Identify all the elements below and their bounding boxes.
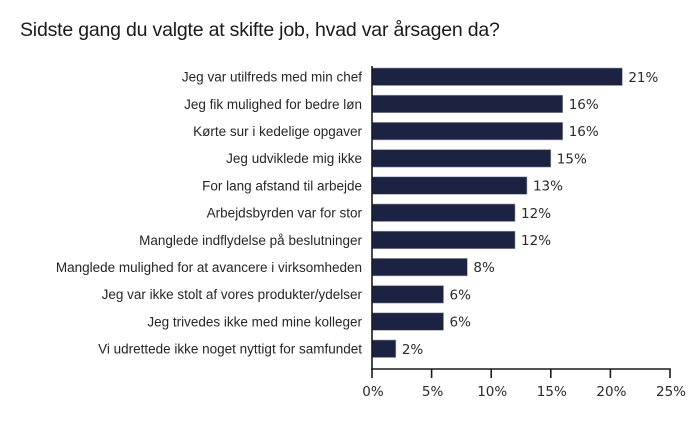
x-tick-label: 10% (477, 384, 507, 400)
x-tick-label: 5% (422, 384, 444, 400)
category-label: For lang afstand til arbejde (202, 178, 362, 193)
category-label: Jeg var ikke stolt af vores produkter/yd… (102, 287, 363, 302)
data-label: 8% (473, 260, 495, 276)
bar (371, 94, 564, 113)
bar (371, 203, 516, 222)
chart-title: Sidste gang du valgte at skifte job, hva… (20, 19, 500, 41)
category-label: Jeg udviklede mig ikke (226, 151, 362, 166)
bar (371, 122, 564, 141)
category-label: Jeg var utilfreds med min chef (182, 70, 362, 85)
bar (371, 258, 468, 277)
x-tick-label: 20% (596, 384, 626, 400)
category-label: Manglede mulighed for at avancere i virk… (56, 260, 362, 275)
x-axis: 0% 5% 10% 15% 20% 25% (362, 66, 686, 400)
data-label: 6% (450, 315, 472, 331)
data-label: 21% (628, 70, 658, 86)
data-label: 16% (569, 97, 599, 113)
bar (371, 176, 528, 195)
bar (371, 149, 552, 168)
bar (371, 67, 623, 86)
data-label: 15% (557, 151, 587, 167)
data-label: 12% (521, 206, 551, 222)
x-tick-label: 25% (656, 384, 686, 400)
category-label: Jeg fik mulighed for bedre løn (184, 97, 362, 112)
category-labels: Jeg var utilfreds med min chef Jeg fik mu… (56, 70, 363, 357)
category-label: Jeg trivedes ikke med mine kolleger (147, 314, 362, 329)
data-label: 13% (533, 179, 563, 195)
bar (371, 285, 444, 304)
x-tick-label: 15% (537, 384, 567, 400)
category-label: Kørte sur i kedelige opgaver (193, 124, 362, 139)
value-labels: 21%16%16%15%13%12%12%8%6%6%2% (402, 70, 659, 358)
category-label: Manglede indflydelse på beslutninger (139, 233, 362, 248)
x-tick-label: 0% (362, 384, 384, 400)
data-label: 2% (402, 342, 424, 358)
category-label: Vi udrettede ikke noget nyttigt for samf… (98, 342, 362, 357)
data-label: 12% (521, 233, 551, 249)
bar (371, 312, 444, 331)
bar (371, 339, 397, 358)
data-label: 16% (569, 124, 599, 140)
category-label: Arbejdsbyrden var for stor (207, 206, 363, 221)
data-label: 6% (450, 287, 472, 303)
bar (371, 230, 516, 249)
